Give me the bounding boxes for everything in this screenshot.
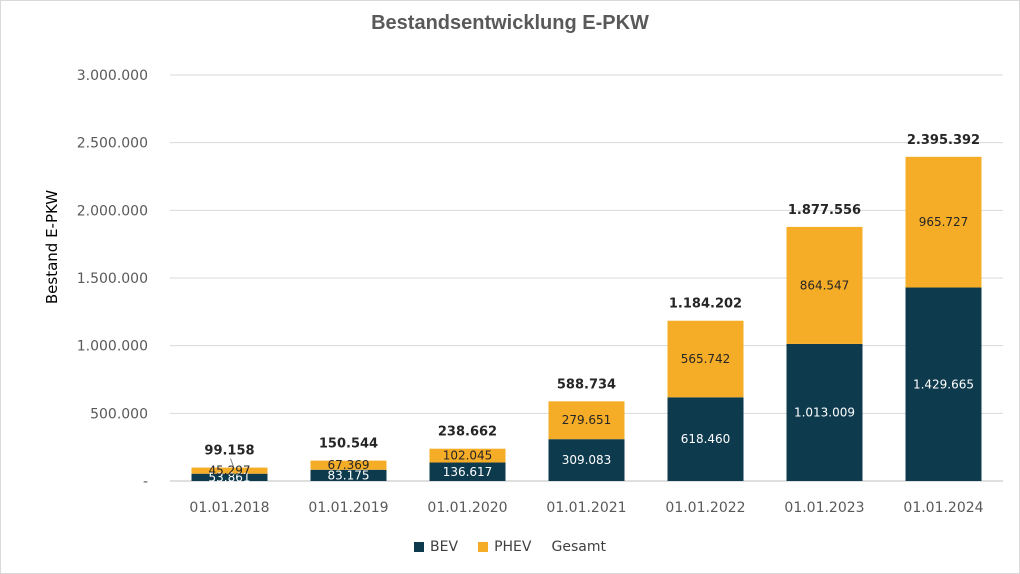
data-label-total: 99.158 — [204, 444, 254, 459]
legend-label-gesamt: Gesamt — [551, 539, 606, 555]
x-tick-label: 01.01.2020 — [427, 500, 507, 516]
data-label-total: 1.877.556 — [788, 203, 861, 218]
x-tick-label: 01.01.2019 — [308, 500, 388, 516]
data-label-phev: 102.045 — [443, 449, 493, 463]
legend-label-bev: BEV — [430, 539, 459, 555]
y-tick-label: 1.000.000 — [77, 339, 148, 355]
bar-phev — [905, 156, 982, 288]
x-tick-label: 01.01.2024 — [903, 500, 983, 516]
data-label-bev: 1.013.009 — [794, 405, 855, 419]
data-label-total: 588.734 — [557, 377, 616, 392]
bar-bev — [429, 462, 506, 481]
y-tick-label: 2.500.000 — [77, 136, 148, 152]
legend-item-bev: BEV — [414, 539, 458, 555]
bar-bev — [905, 287, 982, 481]
data-label-total: 2.395.392 — [907, 133, 980, 148]
data-label-bev: 618.460 — [681, 432, 731, 446]
data-label-bev: 1.429.665 — [913, 377, 974, 391]
bar-bev — [786, 343, 863, 481]
legend: BEV PHEV Gesamt — [0, 539, 1020, 555]
bar-phev — [667, 320, 744, 398]
legend-item-phev: PHEV — [478, 539, 531, 555]
data-label-phev: 864.547 — [800, 278, 850, 292]
data-label-total: 1.184.202 — [669, 297, 742, 312]
x-tick-label: 01.01.2018 — [189, 500, 269, 516]
chart-title: Bestandsentwicklung E-PKW — [371, 12, 649, 34]
data-label-phev: 45.297 — [209, 464, 251, 478]
x-tick-label: 01.01.2021 — [546, 500, 626, 516]
y-tick-label: 1.500.000 — [77, 271, 148, 287]
bar-phev — [310, 460, 387, 470]
legend-item-gesamt: Gesamt — [551, 539, 605, 555]
bar-bev — [548, 439, 625, 481]
data-label-phev: 965.727 — [919, 215, 969, 229]
x-tick-label: 01.01.2023 — [784, 500, 864, 516]
bar-bev — [667, 397, 744, 481]
bar-phev — [548, 401, 625, 440]
y-tick-label: 500.000 — [90, 406, 148, 422]
data-label-phev: 565.742 — [681, 352, 731, 366]
legend-swatch-bev — [414, 542, 425, 552]
y-tick-label: - — [143, 474, 148, 490]
y-tick-label: 3.000.000 — [77, 68, 148, 84]
data-label-bev: 309.083 — [562, 453, 612, 467]
data-label-bev: 136.617 — [443, 465, 493, 479]
bar-phev — [191, 467, 268, 474]
data-label-total: 150.544 — [319, 437, 378, 452]
data-label-bev: 53.861 — [209, 470, 251, 484]
data-label-total: 238.662 — [438, 425, 497, 440]
bar-phev — [786, 226, 863, 344]
x-tick-label: 01.01.2022 — [665, 500, 745, 516]
leader-line — [230, 458, 234, 467]
bar-bev — [191, 473, 268, 481]
legend-label-phev: PHEV — [494, 539, 532, 555]
data-label-phev: 67.369 — [328, 458, 370, 472]
data-label-bev: 83.175 — [328, 468, 370, 482]
bar-bev — [310, 469, 387, 481]
bar-phev — [429, 448, 506, 463]
legend-swatch-phev — [478, 542, 489, 552]
y-tick-label: 2.000.000 — [77, 203, 148, 219]
data-label-phev: 279.651 — [562, 413, 612, 427]
